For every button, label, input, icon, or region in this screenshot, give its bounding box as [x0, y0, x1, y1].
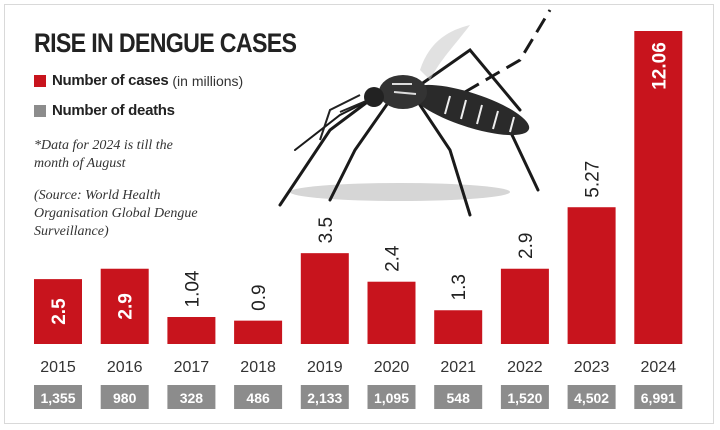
- year-label-2018: 2018: [240, 359, 276, 376]
- cases-bars: [34, 31, 683, 344]
- deaths-badge-2015: [34, 385, 82, 409]
- cases-bar-2019: [300, 253, 349, 344]
- mosquito-illustration: [278, 9, 552, 217]
- cases-bar-2018: [234, 320, 283, 344]
- cases-value-label-2016: 2.9: [116, 293, 137, 319]
- year-label-2017: 2017: [174, 359, 210, 376]
- cases-value-label-2022: 2.9: [516, 233, 537, 259]
- source-note: (Source: World Health Organisation Globa…: [34, 188, 198, 239]
- deaths-value-2023: 4,502: [574, 390, 609, 406]
- cases-bar-2021: [434, 310, 483, 344]
- legend-label-cases: Number of cases: [52, 72, 169, 89]
- deaths-badge-2017: [167, 385, 216, 409]
- deaths-badge-2021: [434, 385, 483, 409]
- deaths-value-2020: 1,095: [374, 390, 409, 406]
- cases-bar-2024: [634, 31, 683, 344]
- deaths-value-2021: 548: [447, 390, 471, 406]
- deaths-badge-2016: [100, 385, 149, 409]
- legend-swatch-deaths: [34, 104, 46, 117]
- year-label-2023: 2023: [574, 359, 610, 376]
- year-label-2019: 2019: [307, 359, 343, 376]
- deaths-badge-2018: [234, 385, 283, 409]
- year-label-2024: 2024: [641, 359, 677, 376]
- infographic-frame: [4, 4, 714, 424]
- deaths-value-2015: 1,355: [40, 390, 75, 406]
- cases-value-label-2020: 2.4: [383, 245, 404, 272]
- cases-bar-2017: [167, 317, 216, 344]
- deaths-badge-2024: [634, 385, 683, 409]
- cases-value-label-2019: 3.5: [316, 217, 337, 243]
- legend-item-deaths: Number of deaths: [34, 102, 175, 119]
- chart-title: RISE IN DENGUE CASES: [34, 28, 297, 58]
- year-label-2022: 2022: [507, 359, 543, 376]
- year-labels: 2015 2016 2017 2018 2019 2020 2021 2022 2023 2024: [40, 359, 676, 376]
- cases-value-label-2021: 1.3: [449, 274, 470, 300]
- year-label-2016: 2016: [107, 359, 143, 376]
- cases-value-label-2018: 0.9: [249, 284, 270, 310]
- cases-bar-2016: [100, 268, 149, 344]
- deaths-badge-2023: [567, 385, 616, 409]
- cases-bar-2015: [34, 279, 82, 344]
- deaths-badge-2022: [500, 385, 549, 409]
- deaths-value-2024: 6,991: [641, 390, 676, 406]
- cases-value-label-2015: 2.5: [49, 298, 70, 325]
- legend-item-cases: Number of cases (in millions): [34, 72, 243, 89]
- cases-bar-2020: [367, 281, 416, 344]
- deaths-value-2016: 980: [113, 390, 137, 406]
- deaths-value-2022: 1,520: [507, 390, 542, 406]
- deaths-badge-2019: [300, 385, 349, 409]
- cases-value-label-2024: 12.06: [649, 42, 670, 90]
- cases-value-label-2023: 5.27: [583, 161, 604, 198]
- footnote-2024: *Data for 2024 is till the month of Augu…: [34, 138, 173, 171]
- cases-value-labels: 2.5 2.9 1.04 0.9 3.5 2.4 1.3 2.9 5.27 12.06: [49, 42, 670, 325]
- legend-unit-cases: (in millions): [172, 72, 244, 89]
- year-label-2021: 2021: [440, 359, 476, 376]
- deaths-value-2018: 486: [246, 390, 270, 406]
- year-label-2020: 2020: [374, 359, 410, 376]
- legend-swatch-cases: [34, 74, 46, 87]
- cases-value-label-2017: 1.04: [182, 270, 203, 307]
- cases-bar-2022: [500, 268, 549, 344]
- deaths-value-2017: 328: [180, 390, 204, 406]
- deaths-value-2019: 2,133: [307, 390, 342, 406]
- year-label-2015: 2015: [40, 359, 76, 376]
- cases-bar-2023: [567, 207, 616, 344]
- deaths-badge-2020: [367, 385, 416, 409]
- legend-label-deaths: Number of deaths: [52, 102, 175, 119]
- deaths-badges: 1,355 980 328 486 2,133 1,095 548 1,520 4,502 6,9…: [34, 385, 683, 409]
